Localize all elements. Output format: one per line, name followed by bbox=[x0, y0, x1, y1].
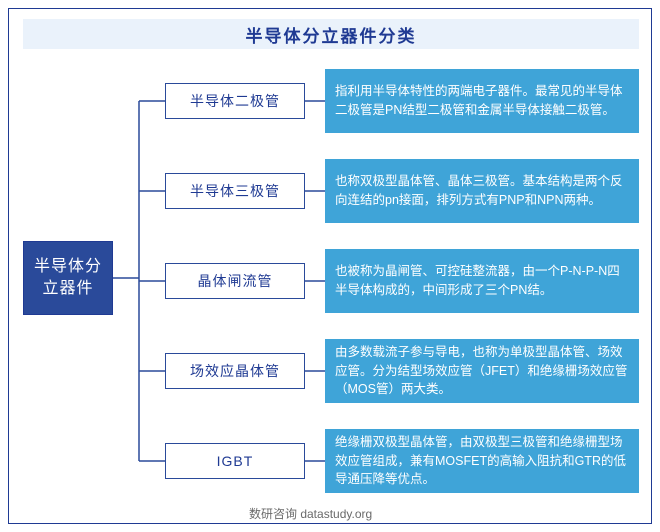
description-node: 也被称为晶闸管、可控硅整流器，由一个P-N-P-N四半导体构成的，中间形成了三个… bbox=[325, 249, 639, 313]
category-node: 半导体三极管 bbox=[165, 173, 305, 209]
root-node: 半导体分 立器件 bbox=[23, 241, 113, 315]
footer-credit: 数研咨询 datastudy.org bbox=[249, 505, 372, 522]
description-node: 由多数载流子参与导电，也称为单极型晶体管、场效应管。分为结型场效应管（JFET）… bbox=[325, 339, 639, 403]
description-text: 指利用半导体特性的两端电子器件。最常见的半导体二极管是PN结型二极管和金属半导体… bbox=[335, 82, 629, 120]
description-text: 也被称为晶闸管、可控硅整流器，由一个P-N-P-N四半导体构成的，中间形成了三个… bbox=[335, 262, 629, 300]
description-text: 也称双极型晶体管、晶体三极管。基本结构是两个反向连结的pn接面，排列方式有PNP… bbox=[335, 172, 629, 210]
description-text: 由多数载流子参与导电，也称为单极型晶体管、场效应管。分为结型场效应管（JFET）… bbox=[335, 343, 629, 399]
description-node: 指利用半导体特性的两端电子器件。最常见的半导体二极管是PN结型二极管和金属半导体… bbox=[325, 69, 639, 133]
description-node: 绝缘栅双极型晶体管，由双极型三极管和绝缘栅型场效应管组成，兼有MOSFET的高输… bbox=[325, 429, 639, 493]
category-label: IGBT bbox=[217, 453, 254, 469]
category-node: 场效应晶体管 bbox=[165, 353, 305, 389]
title-bar: 半导体分立器件分类 bbox=[23, 19, 639, 49]
category-node: 晶体闸流管 bbox=[165, 263, 305, 299]
category-label: 晶体闸流管 bbox=[198, 271, 273, 291]
category-label: 场效应晶体管 bbox=[190, 361, 280, 381]
category-node: 半导体二极管 bbox=[165, 83, 305, 119]
category-node: IGBT bbox=[165, 443, 305, 479]
diagram-title: 半导体分立器件分类 bbox=[246, 22, 417, 47]
description-text: 绝缘栅双极型晶体管，由双极型三极管和绝缘栅型场效应管组成，兼有MOSFET的高输… bbox=[335, 433, 629, 489]
category-label: 半导体二极管 bbox=[190, 91, 280, 111]
category-label: 半导体三极管 bbox=[190, 181, 280, 201]
description-node: 也称双极型晶体管、晶体三极管。基本结构是两个反向连结的pn接面，排列方式有PNP… bbox=[325, 159, 639, 223]
diagram-frame: 半导体分立器件分类 半导体分 立器件 半导体二极管 指利用半导体特性的两端电子器… bbox=[8, 8, 652, 524]
root-label: 半导体分 立器件 bbox=[34, 256, 102, 301]
